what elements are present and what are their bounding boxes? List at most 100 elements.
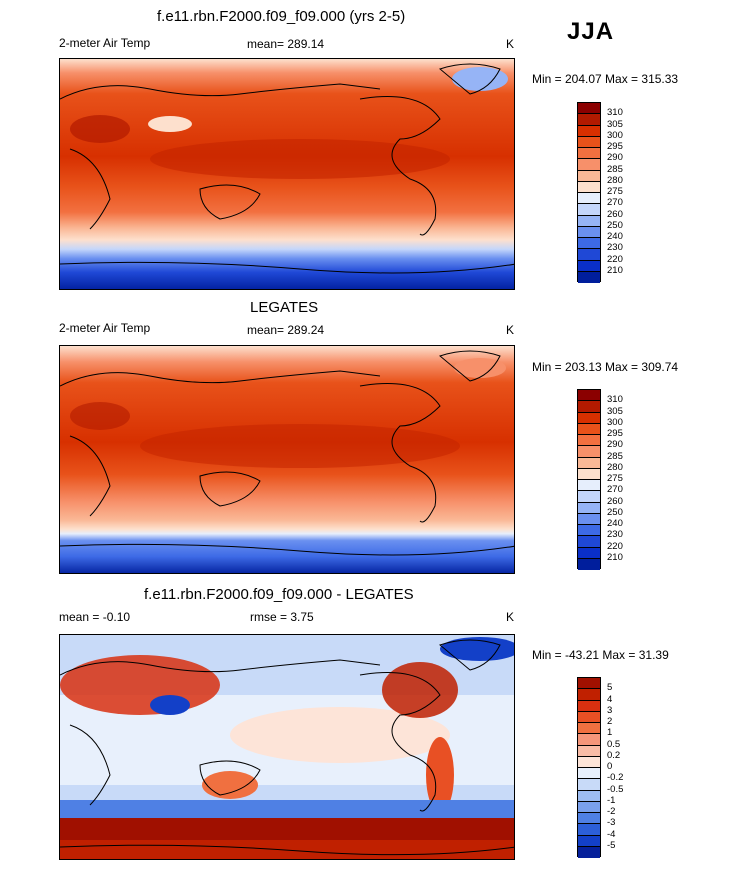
colorbar-tick-label: 285 (607, 163, 623, 175)
panel1-greenland-cold (452, 67, 508, 91)
colorbar-tick-label: 290 (607, 152, 623, 164)
colorbar-tick-label: 220 (607, 253, 623, 265)
colorbar-tick-label: 300 (607, 129, 623, 141)
panel3-rmse: rmse = 3.75 (250, 610, 314, 624)
panel1-warm-core (150, 139, 450, 179)
colorbar-tick-label: 295 (607, 428, 623, 439)
colorbar-swatch (578, 390, 600, 402)
panel1-coastlines (60, 63, 514, 274)
colorbar-swatch (578, 103, 600, 115)
colorbar-swatch (578, 159, 600, 171)
colorbar-tick-label: 240 (607, 518, 623, 529)
panel1-colorbar (577, 102, 601, 283)
colorbar-swatch (578, 468, 600, 480)
panel1-minmax: Min = 204.07 Max = 315.33 (532, 72, 679, 86)
panel3-southern-cold (60, 800, 514, 818)
panel3-coastlines (60, 639, 514, 856)
colorbar-tick-label: 275 (607, 473, 623, 484)
panel2-minmax: Min = 203.13 Max = 309.74 (532, 360, 679, 374)
colorbar-swatch (578, 734, 600, 746)
colorbar-tick-label: -0.5 (607, 783, 624, 795)
panel1-units: K (506, 37, 515, 51)
panel3-southern-warm-band (60, 818, 514, 840)
colorbar-tick-label: 305 (607, 118, 623, 130)
colorbar-swatch (578, 412, 600, 424)
colorbar-tick-label: -3 (607, 817, 616, 829)
colorbar-swatch (578, 401, 600, 413)
panel2-title: LEGATES (250, 299, 319, 316)
colorbar-swatch (578, 446, 600, 458)
panel2-map (59, 345, 515, 574)
colorbar-tick-label: 3 (607, 704, 613, 716)
panel3-tibet-cold (150, 695, 190, 715)
panel2-mean: mean= 289.24 (247, 323, 325, 337)
colorbar-tick-label: 210 (607, 264, 623, 276)
panel2-variable: 2-meter Air Temp (59, 321, 151, 335)
colorbar-swatch (578, 547, 600, 559)
colorbar-tick-label: 290 (607, 439, 623, 451)
panel3-eurasia-warm (60, 655, 220, 715)
colorbar-swatch (578, 502, 600, 514)
colorbar-swatch (578, 835, 600, 847)
panel3-mean: mean = -0.10 (59, 610, 131, 624)
colorbar-swatch (578, 678, 600, 690)
colorbar-swatch (578, 204, 600, 216)
colorbar-swatch (578, 689, 600, 701)
colorbar-swatch (578, 181, 600, 193)
colorbar-swatch (578, 711, 600, 723)
panel1-sahara-hot (70, 115, 130, 143)
colorbar-tick-label: 5 (607, 682, 613, 694)
colorbar-tick-label: 270 (607, 197, 623, 209)
colorbar-swatch (578, 723, 600, 735)
panel1-title: f.e11.rbn.F2000.f09_f09.000 (yrs 2-5) (157, 8, 406, 25)
panel1-tibet-cold (148, 116, 192, 132)
panel1-mean: mean= 289.14 (247, 37, 325, 51)
colorbar-tick-label: 0 (607, 761, 613, 772)
colorbar-tick-label: 0.5 (607, 738, 621, 750)
colorbar-swatch (578, 745, 600, 757)
colorbar-swatch (578, 249, 600, 261)
colorbar-tick-label: 220 (607, 540, 623, 552)
panel2-sahara-hot (70, 402, 130, 430)
colorbar-tick-label: 310 (607, 107, 623, 119)
colorbar-swatch (578, 779, 600, 791)
colorbar-swatch (578, 768, 600, 780)
panel2-warm-core (140, 424, 460, 468)
colorbar-swatch (578, 215, 600, 227)
colorbar-tick-label: 260 (607, 208, 623, 220)
colorbar-swatch (578, 813, 600, 825)
colorbar-swatch (578, 271, 600, 283)
panel3-map (59, 634, 515, 860)
colorbar-swatch (578, 756, 600, 768)
colorbar-tick-label: -4 (607, 828, 616, 840)
colorbar-tick-label: 305 (607, 405, 623, 417)
colorbar-swatch (578, 260, 600, 272)
panel2-coastlines (60, 350, 514, 556)
panel1-map (59, 58, 515, 290)
colorbar-swatch (578, 170, 600, 182)
colorbar-tick-label: 2 (607, 716, 613, 727)
colorbar-swatch (578, 480, 600, 492)
panel3-sa-warm (426, 737, 454, 813)
colorbar-swatch (578, 801, 600, 813)
panel3-arctic-cold (440, 637, 514, 661)
colorbar-tick-label: 4 (607, 693, 613, 705)
colorbar-tick-label: 310 (607, 394, 623, 406)
colorbar-swatch (578, 457, 600, 469)
colorbar-tick-label: 230 (607, 242, 623, 254)
colorbar-swatch (578, 226, 600, 238)
colorbar-tick-label: 1 (607, 727, 613, 739)
colorbar-swatch (578, 491, 600, 503)
colorbar-tick-label: 270 (607, 484, 623, 496)
colorbar-swatch (578, 846, 600, 858)
colorbar-tick-label: 210 (607, 551, 623, 563)
colorbar-swatch (578, 525, 600, 537)
colorbar-tick-label: -0.2 (607, 772, 624, 784)
colorbar-tick-label: 275 (607, 186, 623, 197)
colorbar-swatch (578, 193, 600, 205)
panel2-greenland-cold (454, 358, 506, 378)
colorbar-tick-label: -5 (607, 839, 616, 851)
colorbar-tick-label: 285 (607, 450, 623, 462)
colorbar-swatch (578, 125, 600, 137)
colorbar-swatch (578, 148, 600, 160)
